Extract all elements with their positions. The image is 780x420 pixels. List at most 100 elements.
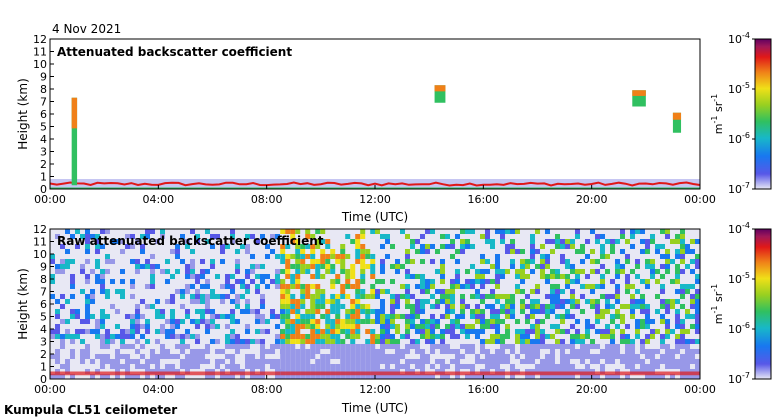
noise-cell [330,279,336,284]
noise-cell [285,309,291,314]
noise-cell [140,264,145,269]
noise-cell [180,259,185,264]
noise-cell [220,244,225,249]
noise-cell [540,264,545,269]
noise-cell [505,359,510,364]
noise-cell [665,349,670,354]
noise-cell [695,279,700,284]
noise-cell [295,309,301,314]
noise-cell [415,274,420,279]
noise-cell [475,269,480,274]
noise-cell [360,249,366,254]
noise-cell [250,254,255,259]
noise-cell [340,329,346,334]
noise-cell [235,364,240,369]
noise-cell [625,259,630,264]
noise-cell [655,374,660,379]
noise-cell [225,334,230,339]
noise-cell [480,319,485,324]
noise-cell [390,319,395,324]
noise-cell [675,359,680,364]
noise-cell [335,354,341,359]
noise-cell [365,374,371,379]
noise-cell [350,344,356,349]
noise-cell [315,304,321,309]
noise-cell [600,329,605,334]
noise-cell [500,354,505,359]
noise-cell [640,339,645,344]
noise-cell [405,319,410,324]
noise-cell [660,334,665,339]
noise-cell [290,349,296,354]
noise-cell [560,299,565,304]
noise-cell [170,334,175,339]
noise-cell [480,259,485,264]
noise-cell [160,314,165,319]
noise-cell [660,284,665,289]
noise-cell [395,304,400,309]
noise-cell [690,269,695,274]
noise-cell [50,274,55,279]
noise-cell [125,354,130,359]
noise-cell [435,334,440,339]
noise-cell [260,374,265,379]
cloud-core [672,112,682,120]
noise-cell [490,324,495,329]
noise-cell [345,294,351,299]
noise-cell [85,239,90,244]
noise-cell [65,319,70,324]
noise-cell [285,374,291,379]
noise-cell [450,324,455,329]
noise-cell [515,229,520,234]
noise-cell [310,254,316,259]
noise-cell [55,314,60,319]
noise-cell [625,304,630,309]
noise-cell [645,374,650,379]
noise-cell [100,289,105,294]
noise-cell [605,334,610,339]
noise-cell [505,329,510,334]
noise-cell [140,234,145,239]
noise-cell [695,294,700,299]
noise-cell [450,254,455,259]
noise-cell [135,269,140,274]
noise-cell [195,274,200,279]
noise-cell [625,279,630,284]
noise-cell [195,354,200,359]
noise-cell [630,349,635,354]
noise-cell [50,279,55,284]
noise-cell [350,364,356,369]
noise-cell [355,334,361,339]
noise-cell [455,354,460,359]
noise-cell [120,239,125,244]
noise-cell [230,344,235,349]
noise-cell [185,344,190,349]
noise-cell [665,299,670,304]
noise-cell [555,339,560,344]
noise-cell [170,274,175,279]
noise-cell [530,314,535,319]
noise-cell [180,334,185,339]
noise-cell [295,264,301,269]
noise-cell [95,274,100,279]
noise-cell [675,334,680,339]
noise-cell [310,299,316,304]
noise-cell [670,349,675,354]
noise-cell [300,349,306,354]
noise-cell [95,319,100,324]
noise-cell [400,374,405,379]
noise-cell [245,234,250,239]
noise-cell [55,329,60,334]
noise-cell [350,284,356,289]
noise-cell [475,329,480,334]
noise-cell [285,254,291,259]
noise-cell [130,259,135,264]
noise-cell [355,329,361,334]
noise-cell [195,279,200,284]
noise-cell [115,354,120,359]
noise-cell [405,314,410,319]
noise-cell [670,374,675,379]
noise-cell [395,374,400,379]
noise-cell [355,374,361,379]
noise-cell [600,349,605,354]
